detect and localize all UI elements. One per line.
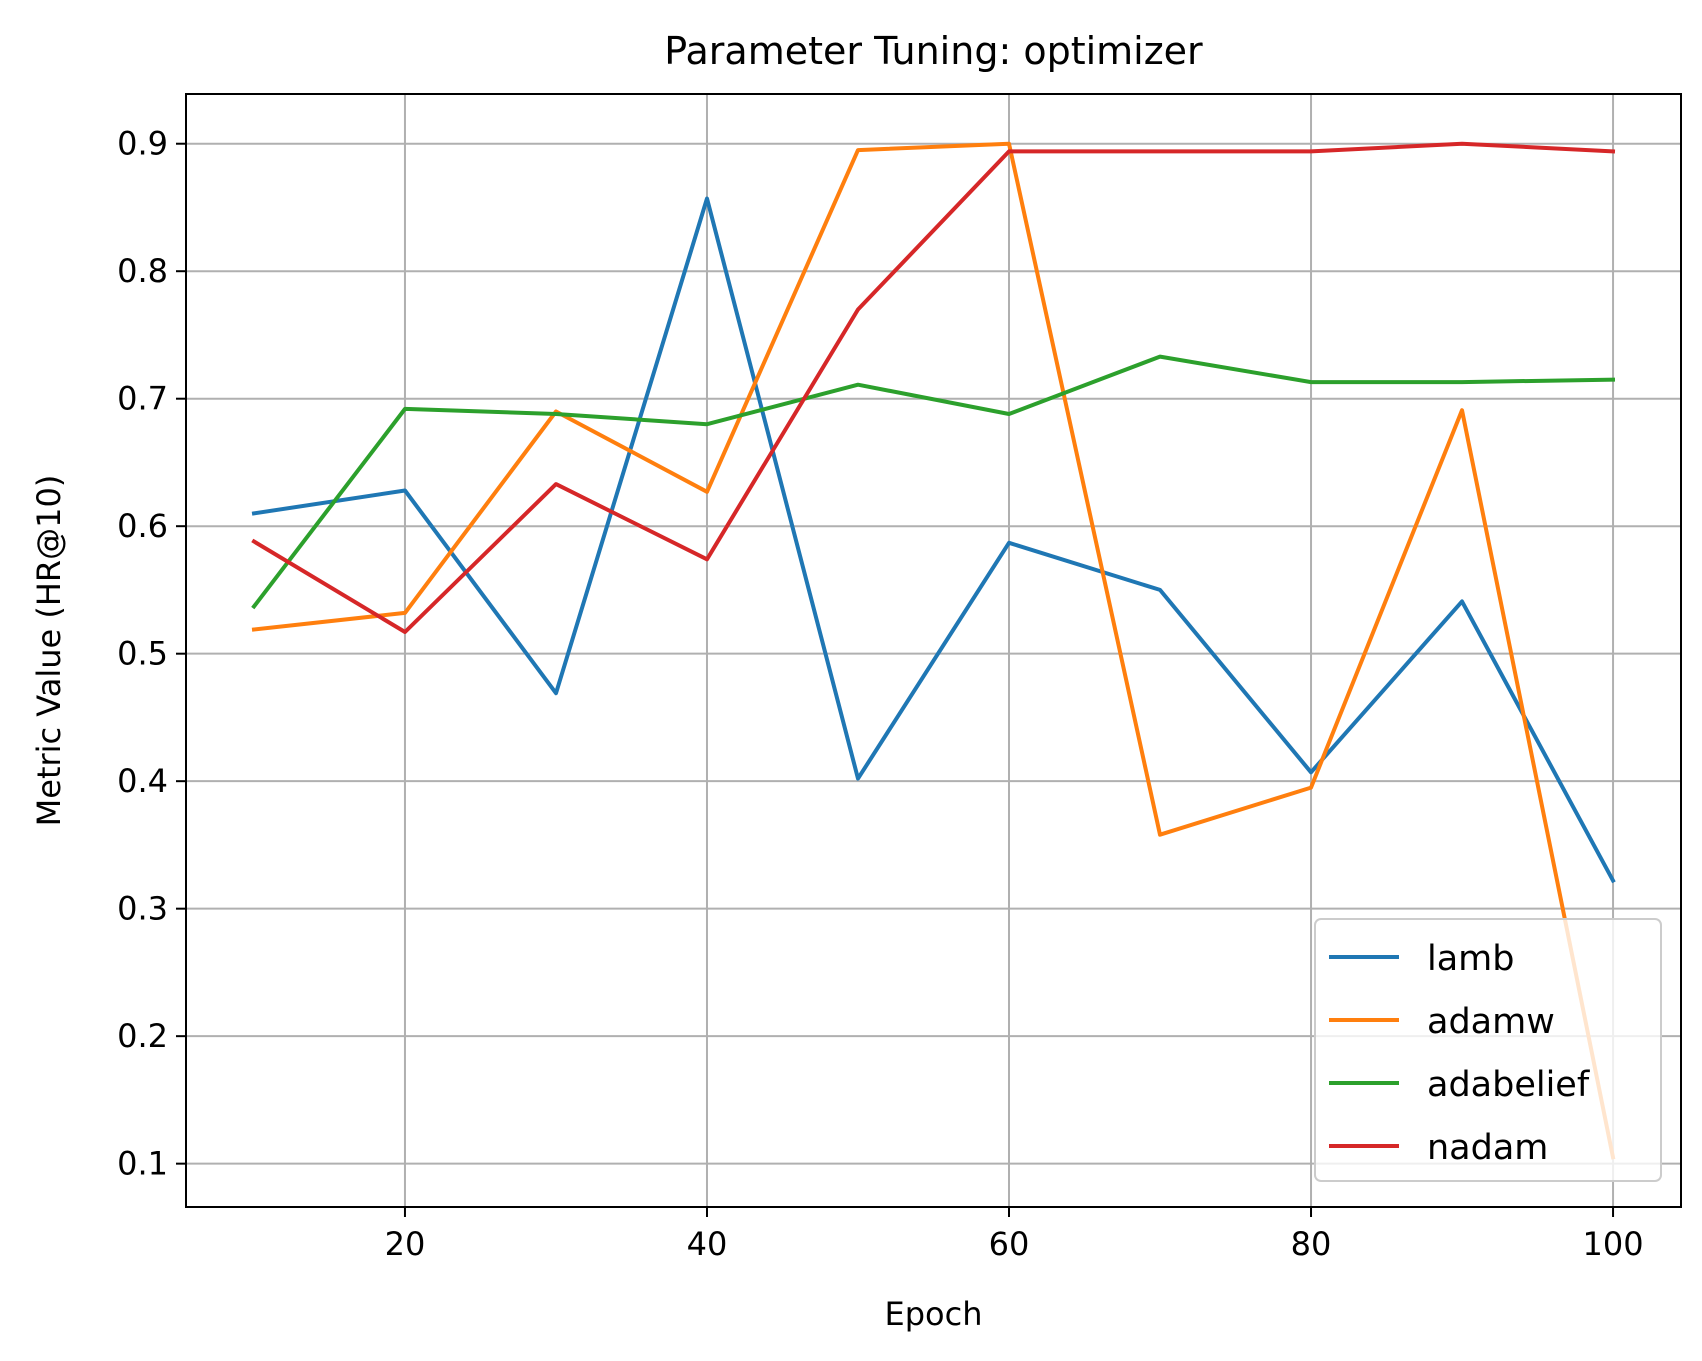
y-tick-label: 0.3	[117, 890, 168, 928]
y-tick-label: 0.9	[117, 125, 168, 163]
y-axis-label: Metric Value (HR@10)	[30, 475, 68, 827]
legend-label: adamw	[1427, 1002, 1555, 1042]
x-tick-label: 80	[1291, 1225, 1332, 1263]
x-axis-label: Epoch	[885, 1295, 983, 1333]
y-tick-label: 0.8	[117, 252, 168, 290]
legend-label: nadam	[1427, 1128, 1548, 1168]
y-tick-label: 0.6	[117, 507, 168, 545]
series-line-lamb	[251, 196, 1616, 884]
y-tick-label: 0.4	[117, 762, 168, 800]
series-lines	[251, 141, 1616, 1160]
chart-title: Parameter Tuning: optimizer	[664, 29, 1203, 73]
y-tick-label: 0.7	[117, 380, 168, 418]
series-line-nadam	[251, 141, 1616, 634]
grid	[186, 94, 1681, 1207]
legend-label: lamb	[1427, 939, 1514, 979]
y-tick-label: 0.5	[117, 635, 168, 673]
y-tick-label: 0.2	[117, 1017, 168, 1055]
plot-frame	[185, 93, 1682, 1208]
legend-label: adabelief	[1427, 1065, 1590, 1105]
x-tick-label: 20	[385, 1225, 426, 1263]
y-tick-label: 0.1	[117, 1145, 168, 1183]
x-tick-label: 40	[687, 1225, 728, 1263]
legend-box	[1314, 918, 1662, 1182]
axis-ticks: 20 40 60 80 100 0.1 0.2 0.3 0.4 0.5 0.6 0.7 0.8 0.9	[117, 125, 1643, 1263]
series-line-adabelief	[251, 354, 1616, 610]
x-tick-label: 60	[989, 1225, 1030, 1263]
legend: lamb adamw adabelief nadam	[1314, 918, 1662, 1182]
series-line-adamw	[251, 141, 1616, 1160]
x-tick-label: 100	[1583, 1225, 1644, 1263]
